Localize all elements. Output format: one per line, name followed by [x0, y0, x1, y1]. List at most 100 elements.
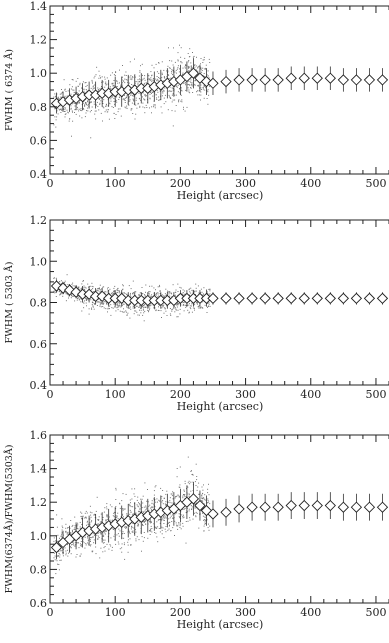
scatter-point — [176, 86, 178, 88]
scatter-point — [139, 106, 141, 108]
scatter-point — [60, 96, 62, 98]
scatter-point — [61, 107, 63, 109]
scatter-point — [139, 309, 140, 311]
scatter-point — [149, 530, 150, 531]
scatter-point — [175, 307, 176, 309]
data-point — [187, 493, 200, 505]
scatter-point — [98, 537, 100, 538]
scatter-point — [180, 61, 182, 63]
scatter-point — [105, 301, 107, 303]
scatter-point — [138, 314, 140, 316]
scatter-point — [182, 72, 184, 74]
scatter-point — [114, 75, 116, 76]
scatter-point — [178, 513, 180, 515]
scatter-point — [67, 294, 69, 296]
scatter-point — [192, 56, 194, 58]
scatter-point — [171, 70, 173, 72]
scatter-point — [115, 86, 117, 88]
scatter-point — [77, 86, 79, 87]
scatter-point — [144, 303, 146, 305]
scatter-point — [182, 509, 184, 510]
scatter-point — [202, 88, 204, 90]
scatter-point — [129, 99, 131, 101]
scatter-point — [166, 490, 168, 492]
scatter-point — [61, 518, 63, 520]
scatter-point — [145, 506, 147, 508]
scatter-point — [93, 514, 95, 516]
scatter-point — [121, 85, 123, 87]
scatter-point — [204, 68, 206, 70]
scatter-point — [60, 559, 62, 561]
scatter-point — [129, 499, 131, 501]
scatter-point — [143, 506, 145, 508]
scatter-point — [195, 290, 197, 292]
scatter-point — [130, 502, 131, 504]
scatter-point — [91, 282, 93, 284]
scatter-point — [71, 103, 73, 105]
scatter-point — [128, 525, 130, 527]
scatter-point — [116, 534, 118, 536]
scatter-point — [174, 513, 176, 515]
scatter-point — [159, 291, 161, 292]
scatter-point — [66, 532, 68, 534]
scatter-point — [59, 294, 61, 296]
scatter-point — [100, 302, 102, 304]
scatter-point — [159, 90, 161, 92]
scatter-point — [85, 102, 86, 104]
scatter-point — [151, 296, 153, 298]
scatter-point — [116, 289, 118, 291]
scatter-point — [149, 78, 151, 80]
scatter-point — [174, 86, 176, 87]
scatter-point — [164, 503, 166, 505]
scatter-point — [141, 536, 143, 538]
scatter-point — [200, 94, 202, 96]
scatter-point — [195, 65, 197, 67]
scatter-point — [61, 529, 63, 531]
scatter-point — [117, 305, 119, 307]
scatter-point — [65, 554, 67, 556]
scatter-point — [71, 283, 73, 285]
scatter-point — [177, 60, 179, 62]
scatter-point — [94, 513, 96, 515]
scatter-point — [111, 549, 113, 551]
scatter-point — [168, 47, 169, 49]
scatter-point — [195, 516, 197, 518]
data-point — [272, 74, 284, 86]
scatter-point — [134, 529, 136, 531]
scatter-point — [71, 544, 72, 546]
scatter-point — [129, 509, 131, 511]
scatter-point — [124, 74, 126, 76]
scatter-point — [122, 76, 123, 78]
scatter-point — [79, 108, 81, 110]
scatter-point — [95, 510, 97, 512]
scatter-point — [159, 519, 161, 520]
scatter-point — [98, 287, 100, 289]
scatter-point — [175, 69, 177, 71]
scatter-point — [206, 519, 208, 521]
scatter-point — [53, 543, 55, 545]
scatter-point — [86, 110, 87, 112]
scatter-point — [200, 292, 201, 294]
scatter-point — [123, 311, 125, 313]
scatter-point — [65, 113, 67, 115]
scatter-point — [77, 522, 79, 524]
scatter-point — [180, 528, 182, 530]
scatter-point — [109, 544, 111, 546]
scatter-point — [188, 495, 190, 497]
scatter-point — [171, 94, 173, 96]
scatter-point — [137, 496, 139, 498]
scatter-point — [70, 93, 72, 95]
scatter-point — [117, 108, 119, 110]
scatter-point — [174, 535, 175, 536]
scatter-point — [183, 489, 185, 491]
scatter-point — [109, 88, 111, 90]
scatter-point — [163, 76, 165, 78]
scatter-point — [148, 75, 150, 77]
scatter-point — [207, 527, 209, 529]
scatter-point — [94, 113, 96, 115]
scatter-point — [93, 533, 95, 535]
scatter-point — [119, 310, 121, 312]
scatter-point — [203, 56, 205, 58]
scatter-point — [87, 520, 88, 522]
scatter-point — [141, 79, 143, 81]
